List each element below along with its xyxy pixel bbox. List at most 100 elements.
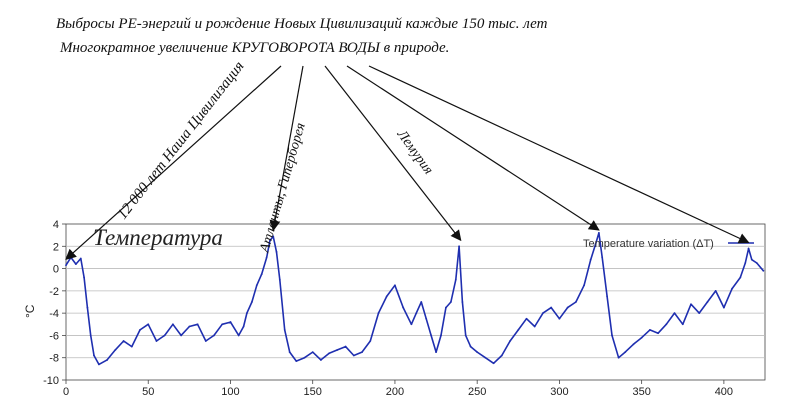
series-point xyxy=(97,363,100,366)
x-tick-label: 0 xyxy=(63,386,69,398)
series-point xyxy=(79,257,82,260)
series-point xyxy=(221,323,224,326)
series-point xyxy=(648,328,651,331)
series-point xyxy=(484,356,487,359)
series-point xyxy=(163,334,166,337)
series-point xyxy=(272,235,275,238)
series-point xyxy=(255,284,258,287)
series-point xyxy=(394,284,396,287)
series-point xyxy=(611,334,613,337)
x-axis-ticks: 0 50 100 150 200 250 300 350 400 xyxy=(63,380,733,398)
series-point xyxy=(574,301,577,303)
series-point xyxy=(558,317,561,320)
series-point xyxy=(130,345,133,348)
series-point xyxy=(283,328,286,331)
annotation-arrow xyxy=(324,65,462,242)
series-point xyxy=(755,262,758,264)
series-point xyxy=(500,354,503,357)
series-point xyxy=(690,303,692,306)
series-point xyxy=(492,362,495,365)
series-point xyxy=(415,312,418,315)
series-point xyxy=(665,323,668,326)
series-point xyxy=(237,334,240,337)
series-point xyxy=(336,349,339,351)
series-point xyxy=(250,301,253,303)
legend-label: Temperature variation (ΔT) xyxy=(583,238,714,250)
x-tick-label: 250 xyxy=(468,386,486,398)
series-point xyxy=(369,340,372,342)
y-tick-label: 4 xyxy=(53,219,59,231)
series-point xyxy=(445,306,447,309)
y-tick-label: -6 xyxy=(49,330,59,342)
annotation-arrow xyxy=(368,65,750,244)
annotation-our-civilization: 12 000 лет Наша Цивилизация xyxy=(115,58,248,222)
series-point xyxy=(517,328,520,331)
series-point xyxy=(606,295,609,298)
series-point xyxy=(295,360,298,362)
series-point xyxy=(180,334,183,337)
series-point xyxy=(122,340,125,342)
series-point xyxy=(385,295,388,298)
y-tick-label: 0 xyxy=(53,264,59,276)
series-point xyxy=(533,325,536,328)
series-point xyxy=(265,256,268,259)
series-point xyxy=(594,243,597,245)
series-point xyxy=(114,349,117,351)
annotation-lemuria: Лемурия xyxy=(393,127,436,178)
plot-frame xyxy=(65,223,766,381)
plot-area xyxy=(65,223,766,381)
series-point xyxy=(542,312,544,315)
series-point xyxy=(550,306,553,309)
series-point xyxy=(673,312,676,315)
y-tick-label: -2 xyxy=(49,286,59,298)
series-point xyxy=(420,301,423,303)
series-point xyxy=(617,356,620,359)
series-point xyxy=(213,334,215,337)
series-point xyxy=(458,245,460,248)
series-point xyxy=(750,258,753,261)
series-point xyxy=(640,336,643,339)
series-point xyxy=(275,250,278,253)
series-point xyxy=(597,232,600,234)
annotation-arrow xyxy=(269,65,304,232)
series-point xyxy=(172,323,174,326)
x-tick-label: 350 xyxy=(632,386,650,398)
heading-line-1: Выбросы РЕ-энергий и рождение Новых Циви… xyxy=(56,16,548,32)
series-point xyxy=(744,262,747,264)
series-point xyxy=(747,247,750,250)
series-point xyxy=(70,256,72,259)
series-point xyxy=(739,276,742,279)
annotation-arrow xyxy=(65,65,282,260)
series-point xyxy=(425,317,428,320)
y-axis-label: °C xyxy=(23,304,37,318)
x-tick-label: 200 xyxy=(386,386,404,398)
series-point xyxy=(196,323,199,326)
series-point xyxy=(361,351,363,354)
y-tick-label: -8 xyxy=(49,353,59,365)
x-tick-label: 300 xyxy=(550,386,568,398)
series-point xyxy=(89,334,92,337)
series-point xyxy=(410,323,413,326)
series-point xyxy=(583,284,585,287)
series-point xyxy=(430,334,433,337)
series-point xyxy=(454,278,457,281)
series-point xyxy=(722,306,725,309)
series-point xyxy=(469,345,472,348)
series-point xyxy=(449,301,452,303)
series-point xyxy=(589,258,592,261)
temperature-label: Температура xyxy=(93,225,223,250)
series-point xyxy=(731,287,734,290)
x-tick-label: 150 xyxy=(304,386,322,398)
series-point xyxy=(476,351,479,354)
series-point xyxy=(311,351,314,354)
series-point xyxy=(714,289,717,292)
grid-lines xyxy=(66,245,765,359)
series-point xyxy=(93,354,95,357)
series-point xyxy=(328,352,331,355)
series-point xyxy=(260,273,263,276)
heading-line-2: Многократное увеличение КРУГОВОРОТА ВОДЫ… xyxy=(59,40,449,56)
series-point xyxy=(204,340,207,342)
series-point xyxy=(242,325,245,328)
series-point xyxy=(601,256,604,259)
series-point xyxy=(762,269,765,272)
